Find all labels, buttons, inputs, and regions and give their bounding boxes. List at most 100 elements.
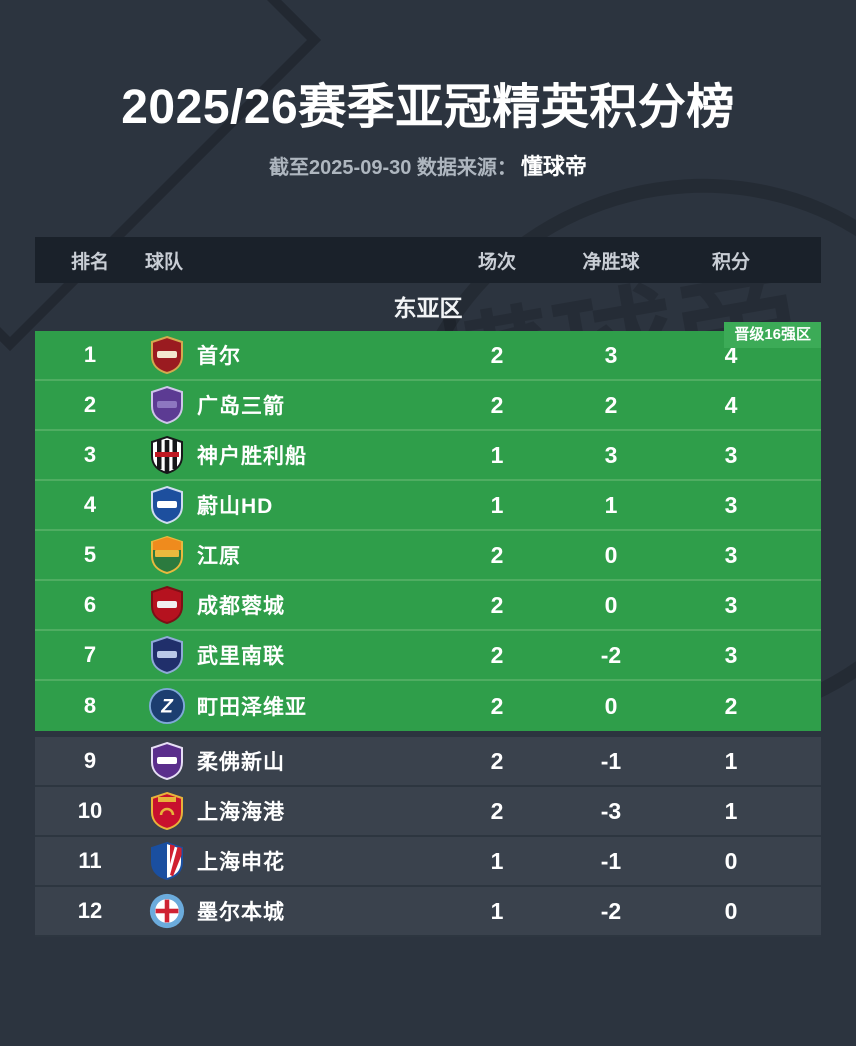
table-row[interactable]: 7 武里南联 2 -2 3 — [35, 631, 821, 681]
goal-diff-cell: -3 — [600, 797, 622, 824]
played-cell: 1 — [490, 491, 504, 518]
table-row[interactable]: 10 上海海港 2 -3 1 — [35, 787, 821, 837]
hiroshima-crest-icon — [145, 385, 189, 425]
goal-diff-cell: 0 — [604, 591, 618, 618]
team-name: 蔚山HD — [197, 495, 274, 518]
points-cell: 3 — [724, 641, 738, 668]
melbourne-city-crest-icon — [145, 891, 189, 931]
rank-cell: 3 — [83, 442, 97, 467]
svg-text:Z: Z — [160, 697, 174, 718]
goal-diff-cell: -2 — [600, 897, 622, 924]
page-title: 2025/26赛季亚冠精英积分榜 — [121, 81, 735, 134]
goal-diff-cell: 1 — [604, 491, 618, 518]
table-row[interactable]: 3 神户胜利船 1 3 3 — [35, 431, 821, 481]
goal-diff-cell: 0 — [604, 692, 618, 719]
ulsan-crest-icon — [145, 485, 189, 525]
played-cell: 2 — [490, 692, 504, 719]
points-cell: 1 — [724, 747, 738, 774]
buriram-crest-icon — [145, 635, 189, 675]
rank-cell: 2 — [83, 392, 97, 417]
table-row[interactable]: 6 成都蓉城 2 0 3 — [35, 581, 821, 631]
points-cell: 0 — [724, 847, 738, 874]
points-cell: 3 — [724, 591, 738, 618]
kobe-crest-icon — [145, 435, 189, 475]
standings-table: 排名 球队 场次 净胜球 积分 东亚区 晋级16强区 1 首尔 2 3 4 2 … — [35, 237, 821, 937]
goal-diff-cell: -2 — [600, 641, 622, 668]
rank-cell: 10 — [77, 798, 103, 823]
points-cell: 0 — [724, 897, 738, 924]
table-row[interactable]: 1 首尔 2 3 4 — [35, 331, 821, 381]
played-cell: 2 — [490, 641, 504, 668]
goal-diff-cell: 0 — [604, 541, 618, 568]
column-header-rank: 排名 — [70, 251, 109, 273]
section-title-east-asia: 东亚区 — [393, 295, 463, 321]
column-header-points: 积分 — [711, 251, 750, 273]
chengdu-crest-icon — [145, 585, 189, 625]
shenhua-crest-icon — [145, 841, 189, 881]
points-cell: 3 — [724, 541, 738, 568]
gangwon-crest-icon — [145, 535, 189, 575]
table-header-row: 排名 球队 场次 净胜球 积分 — [35, 237, 821, 283]
played-cell: 2 — [490, 797, 504, 824]
team-name: 成都蓉城 — [197, 595, 285, 618]
non-qualification-zone: 9 柔佛新山 2 -1 1 10 上海海港 2 -3 1 11 上海申花 1 -… — [35, 737, 821, 937]
table-row[interactable]: 8 Z 町田泽维亚 2 0 2 — [35, 681, 821, 731]
points-cell: 3 — [724, 491, 738, 518]
rank-cell: 6 — [83, 592, 97, 617]
points-cell: 3 — [724, 441, 738, 468]
team-name: 神户胜利船 — [197, 445, 307, 468]
played-cell: 2 — [490, 541, 504, 568]
rank-cell: 11 — [78, 848, 102, 873]
points-cell: 1 — [724, 797, 738, 824]
table-row[interactable]: 5 江原 2 0 3 — [35, 531, 821, 581]
team-name: 町田泽维亚 — [197, 696, 307, 719]
johor-crest-icon — [145, 741, 189, 781]
rank-cell: 12 — [77, 898, 103, 923]
table-row[interactable]: 11 上海申花 1 -1 0 — [35, 837, 821, 887]
played-cell: 2 — [490, 341, 504, 368]
table-row[interactable]: 2 广岛三箭 2 2 4 — [35, 381, 821, 431]
team-name: 武里南联 — [197, 645, 285, 668]
column-header-played: 场次 — [477, 251, 516, 273]
team-name: 柔佛新山 — [197, 751, 285, 774]
team-name: 墨尔本城 — [197, 901, 285, 924]
goal-diff-cell: 3 — [604, 341, 618, 368]
team-name: 广岛三箭 — [197, 395, 285, 418]
goal-diff-cell: 3 — [604, 441, 618, 468]
team-name: 上海海港 — [197, 801, 285, 824]
page-subtitle: 截至2025-09-30 数据来源： 懂球帝 — [0, 154, 856, 181]
rank-cell: 4 — [83, 492, 97, 517]
seoul-crest-icon — [145, 335, 189, 375]
shanghai-port-crest-icon — [145, 791, 189, 831]
subtitle-date-text: 截至2025-09-30 数据来源： — [269, 157, 517, 179]
column-header-team: 球队 — [145, 251, 184, 273]
played-cell: 2 — [490, 747, 504, 774]
team-name: 上海申花 — [197, 851, 285, 874]
goal-diff-cell: -1 — [600, 847, 622, 874]
goal-diff-cell: -1 — [600, 747, 622, 774]
rank-cell: 8 — [83, 693, 97, 718]
qualification-zone: 晋级16强区 1 首尔 2 3 4 2 广岛三箭 2 2 4 3 神户胜利船 1… — [35, 322, 821, 731]
rank-cell: 9 — [83, 748, 97, 773]
points-cell: 2 — [724, 692, 738, 719]
team-name: 江原 — [197, 545, 241, 568]
qualification-badge: 晋级16强区 — [724, 322, 821, 348]
played-cell: 1 — [490, 897, 504, 924]
column-header-goal-diff: 净胜球 — [582, 251, 640, 273]
rank-cell: 7 — [83, 642, 97, 667]
machida-crest-icon: Z — [145, 686, 189, 726]
played-cell: 2 — [490, 391, 504, 418]
points-cell: 4 — [724, 341, 738, 368]
rank-cell: 5 — [83, 542, 97, 567]
played-cell: 1 — [490, 441, 504, 468]
played-cell: 2 — [490, 591, 504, 618]
table-row[interactable]: 9 柔佛新山 2 -1 1 — [35, 737, 821, 787]
rank-cell: 1 — [83, 342, 97, 367]
data-source-name: 懂球帝 — [520, 154, 587, 179]
played-cell: 1 — [490, 847, 504, 874]
goal-diff-cell: 2 — [604, 391, 618, 418]
table-row[interactable]: 4 蔚山HD 1 1 3 — [35, 481, 821, 531]
points-cell: 4 — [724, 391, 738, 418]
table-row[interactable]: 12 墨尔本城 1 -2 0 — [35, 887, 821, 937]
team-name: 首尔 — [197, 345, 241, 368]
